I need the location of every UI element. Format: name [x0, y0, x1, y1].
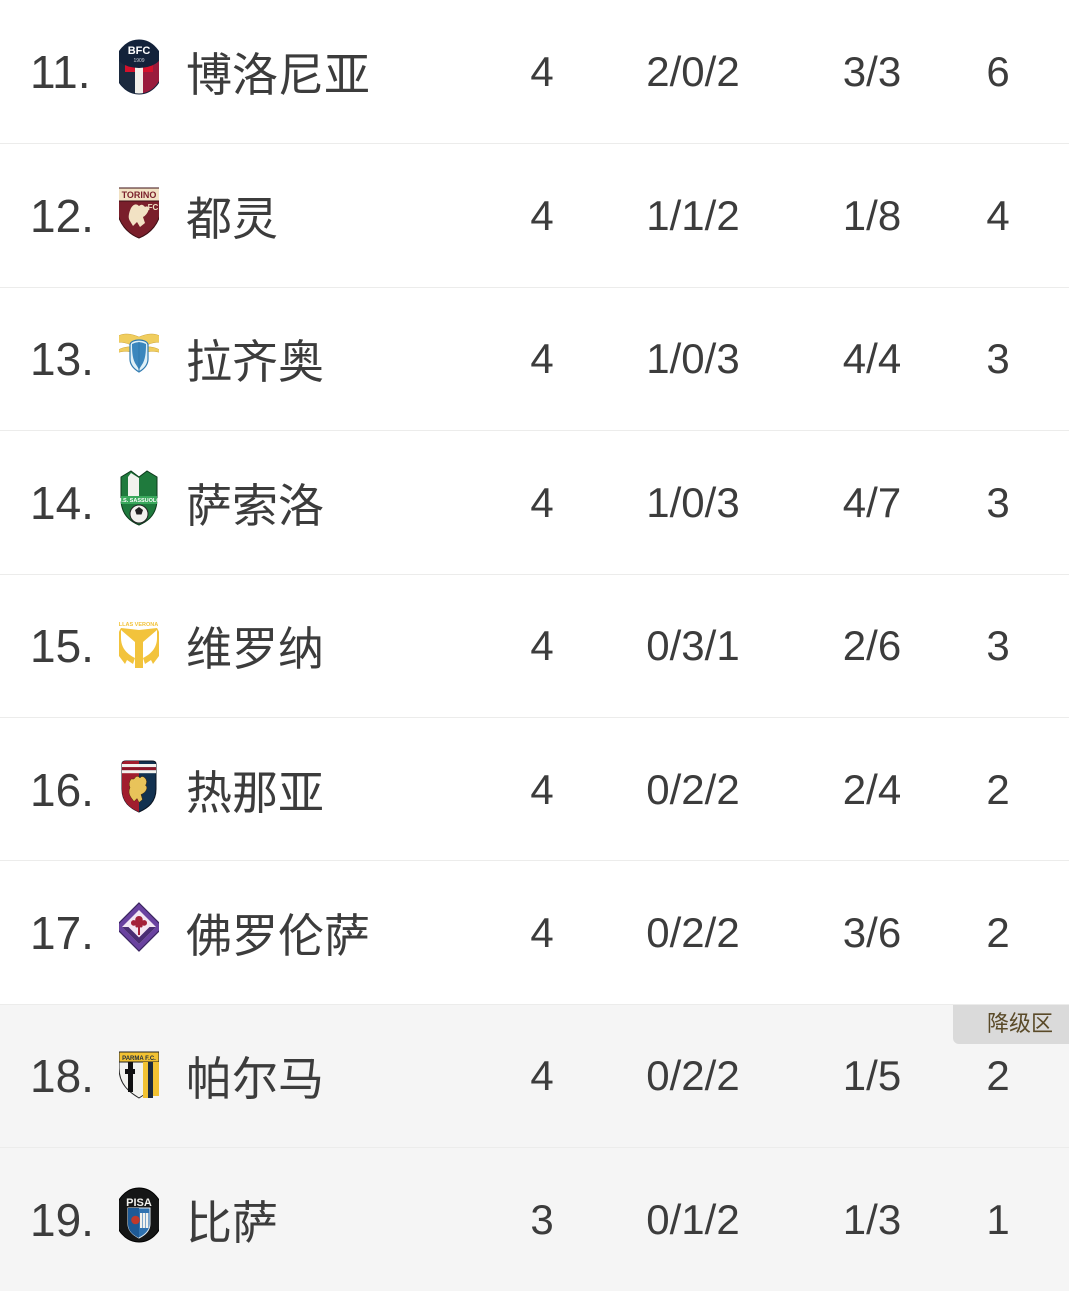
- svg-text:PISA: PISA: [126, 1197, 152, 1209]
- svg-text:FC: FC: [148, 203, 159, 212]
- svg-text:BFC: BFC: [128, 45, 151, 57]
- svg-text:1909: 1909: [133, 58, 144, 64]
- svg-text:PARMA F.C.: PARMA F.C.: [122, 1056, 156, 1062]
- svg-text:U.S. SASSUOLO: U.S. SASSUOLO: [119, 498, 159, 504]
- svg-text:TORINO: TORINO: [122, 190, 157, 200]
- svg-text:HELLAS VERONA FC: HELLAS VERONA FC: [119, 622, 159, 628]
